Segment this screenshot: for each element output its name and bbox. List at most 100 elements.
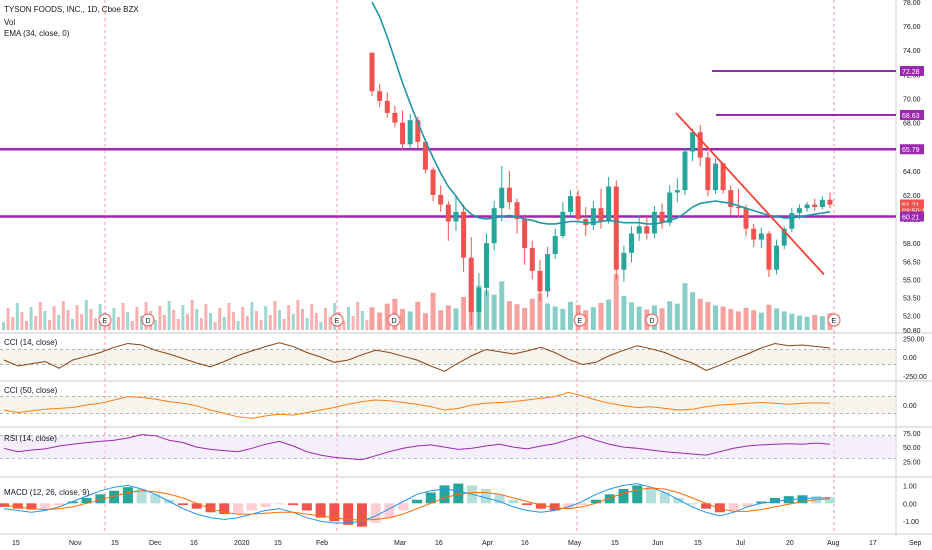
volume-bar [667,301,673,330]
price-axis-marker [900,144,924,155]
price-tick-label: 58.00 [903,241,921,248]
candle-body [705,157,711,191]
cci50-band [0,396,896,414]
price-axis-marker [900,211,924,222]
macd-histogram-bar [356,503,367,527]
volume-bar [38,302,42,330]
signal-line [3,487,831,521]
earnings-dividend-marker[interactable] [330,313,344,327]
time-tick-label: 15 [694,540,702,547]
candle-body [796,208,802,214]
macd-line [3,483,830,524]
volume-bar [705,301,711,330]
volume-bar [728,309,734,330]
earnings-dividend-marker[interactable] [645,313,659,327]
macd-histogram-bar [205,503,216,513]
candle-body [529,248,535,271]
volume-bar [751,310,757,330]
macd-histogram-bar [453,483,464,504]
volume-bar [713,305,718,330]
volume-bar [190,300,194,330]
macd-histogram-bar [618,488,629,504]
volume-bar [347,307,350,330]
time-tick-label: Mar [394,540,407,547]
volume-bar [135,307,139,330]
macd-histogram-bar [604,494,615,504]
volume-bar [218,308,222,330]
macd-histogram-bar [412,499,422,504]
earnings-dividend-marker[interactable] [827,313,841,327]
volume-bar [255,311,258,330]
earnings-dividend-marker[interactable] [573,313,587,327]
macd-histogram-bar [95,494,106,504]
cci50-tick-label: 0.00 [903,403,917,410]
volume-bar [590,307,596,330]
rsi-tick-label: 25.00 [903,459,921,466]
time-tick-label: 16 [435,540,443,547]
volume-bar [613,274,619,330]
volume-bar [351,316,355,330]
volume-bar [720,306,726,330]
volume-bar [461,297,467,330]
macd-histogram-bar [329,503,340,522]
volume-bar [213,322,217,330]
macd-histogram-bar [687,503,698,505]
volume-bar [560,309,566,330]
candle-body [430,169,436,195]
candle-body [644,226,650,234]
macd-histogram-bar [246,503,257,511]
macd-histogram-bar [439,485,450,504]
macd-tick-label: 0.00 [903,501,917,508]
price-tick-label: 68.00 [903,121,921,128]
macd-histogram-bar [632,485,643,504]
candle-body [713,163,718,191]
candle-body [659,211,665,223]
macd-histogram-bar [109,490,120,504]
rsi-tick-label: 75.00 [903,431,921,438]
candle-body [422,141,428,170]
earnings-dividend-marker-label: D [392,318,397,325]
candle-body [827,199,833,205]
macd-histogram-bar [370,503,381,524]
earnings-dividend-marker[interactable] [98,313,112,327]
macd-histogram-bar [714,503,725,513]
candle-body [766,233,772,270]
candle-body [407,120,413,145]
time-tick-label: 15 [12,540,20,547]
volume-bar [598,303,604,330]
rsi-line [3,434,831,461]
volume-bar [674,303,680,330]
earnings-dividend-marker[interactable] [387,313,401,327]
price-axis-marker [900,65,924,76]
earnings-dividend-marker[interactable] [141,313,155,327]
volume-bar [506,301,512,330]
candle-body [499,187,505,209]
volume-bar [305,318,309,330]
volume-bar [735,311,741,330]
macd-histogram-bar [756,501,767,504]
candle-body [812,204,818,207]
volume-bar [75,305,79,330]
candle-body [598,208,604,222]
volume-bar [781,311,787,330]
time-tick-label: 15 [274,540,282,547]
time-tick-label: 15 [611,540,619,547]
volume-bar [296,300,300,330]
macd-histogram-bar [54,503,65,506]
legend-symbol: TYSON FOODS, INC., 1D, Cboe BZX [4,5,139,14]
price-tick-label: 78.00 [903,0,921,7]
volume-bar [812,315,818,330]
volume-bar [690,292,696,330]
volume-bar [499,281,505,330]
volume-bar [199,318,203,330]
time-tick-label: May [568,540,582,547]
volume-bar [522,307,528,330]
candle-body [690,132,696,152]
candle-body [651,211,657,234]
volume-bar [766,304,772,330]
volume-bar [15,303,19,330]
price-axis-marker [900,205,924,216]
price-axis-marker [900,199,924,210]
macd-histogram-bar [742,503,753,507]
